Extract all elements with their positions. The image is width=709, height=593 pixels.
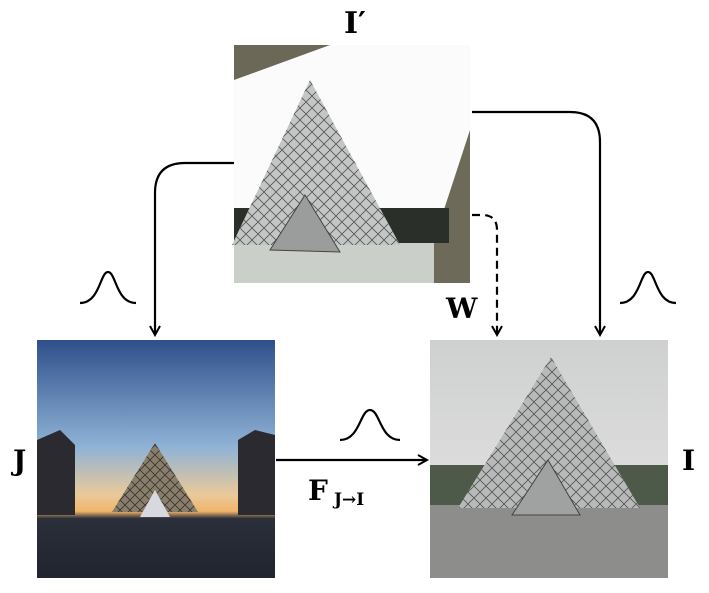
- arrow: [155, 161, 234, 335]
- gaussian: [619, 270, 677, 305]
- source-image: [37, 340, 275, 578]
- gaussian: [339, 408, 401, 442]
- target-image: [430, 340, 668, 578]
- label-source: J: [10, 444, 26, 477]
- label-warped: I′: [344, 6, 366, 41]
- label-flow: F: [308, 474, 328, 507]
- warped-image: [232, 45, 470, 283]
- label-warp: W: [445, 292, 478, 325]
- arrow: [472, 110, 600, 335]
- label-target: I: [682, 444, 695, 477]
- gaussian: [79, 270, 137, 305]
- label-flow-subscript: J→I: [332, 490, 364, 510]
